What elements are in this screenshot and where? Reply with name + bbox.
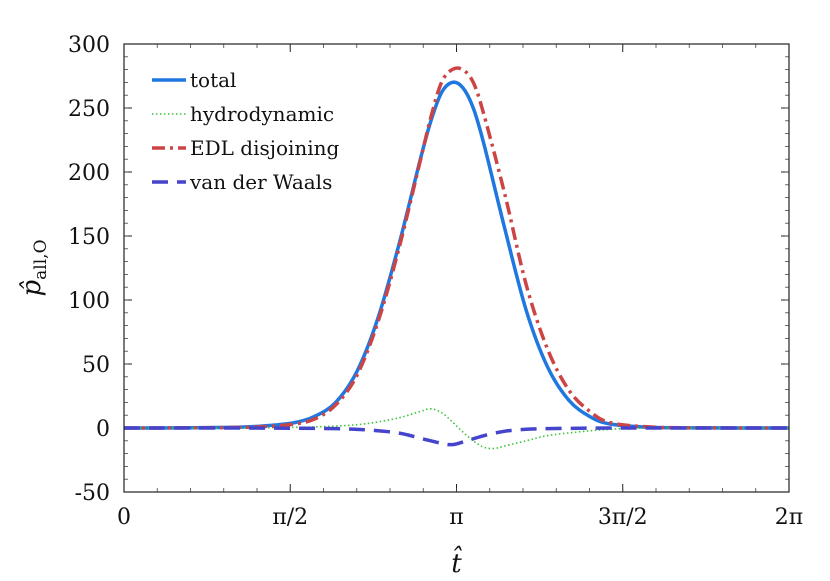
y-tick-label: 200 <box>68 161 110 186</box>
series-lines <box>123 66 790 450</box>
legend-label-van-der-waals: van der Waals <box>189 170 332 194</box>
plot-area-frame <box>123 43 790 493</box>
series-line-van-der-waals <box>123 426 789 447</box>
legend: total hydrodynamic EDL disjoining van der W… <box>152 68 340 194</box>
legend-label-total: total <box>190 68 236 92</box>
x-tick-label: π <box>449 505 463 530</box>
legend-label-edl-disjoining: EDL disjoining <box>190 136 340 160</box>
y-axis-label-subscript: all,O <box>31 239 51 279</box>
y-axis-label-main: p̂ <box>17 280 47 297</box>
tick-marks <box>123 43 790 493</box>
y-tick-label: 0 <box>96 417 110 442</box>
series-line-hydrodynamic <box>123 407 790 450</box>
y-tick-label: 150 <box>68 225 110 250</box>
x-tick-labels: 0 π/2 π 3π/2 2π <box>117 505 803 530</box>
x-tick-label: 3π/2 <box>598 505 648 530</box>
legend-label-hydrodynamic: hydrodynamic <box>190 102 334 126</box>
series-line-total <box>123 80 790 430</box>
x-tick-label: 2π <box>775 505 803 530</box>
series-line-edl-disjoining <box>123 66 790 430</box>
x-axis-label: t̂ <box>451 545 463 579</box>
y-axis-label: p̂all,O <box>17 239 51 296</box>
y-tick-label: 100 <box>68 289 110 314</box>
y-tick-label: 300 <box>68 33 110 58</box>
x-tick-label: 0 <box>117 505 131 530</box>
y-tick-label: 250 <box>68 97 110 122</box>
y-tick-label: 50 <box>82 353 110 378</box>
x-tick-label: π/2 <box>272 505 308 530</box>
y-tick-label: -50 <box>75 481 110 506</box>
y-tick-labels: -50 0 50 100 150 200 250 300 <box>68 33 110 506</box>
